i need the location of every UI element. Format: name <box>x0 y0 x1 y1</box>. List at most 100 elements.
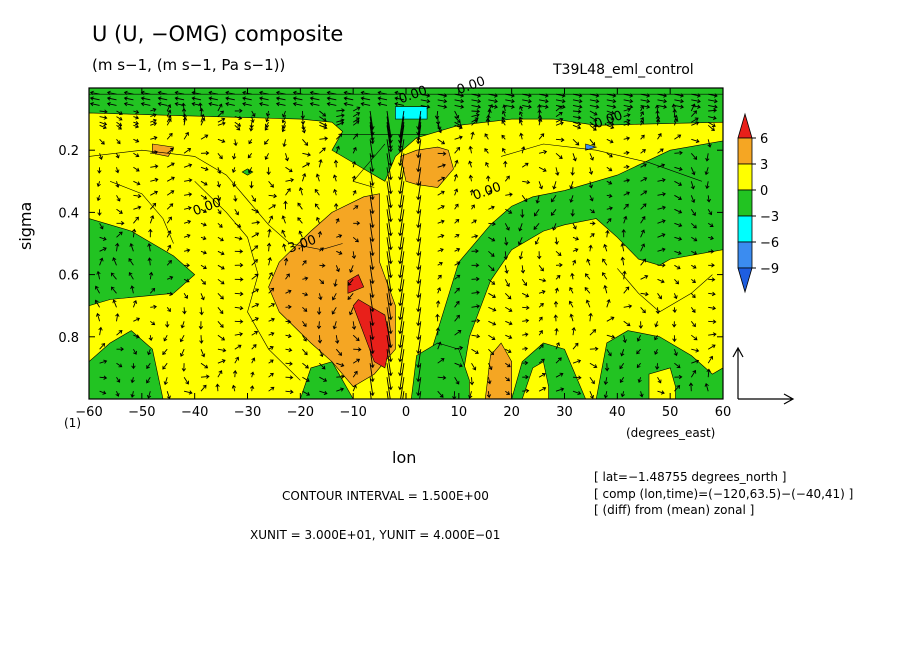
vector-arrow-184 <box>208 101 218 107</box>
vector-arrow-170 <box>200 236 207 241</box>
vector-arrow-811 <box>623 118 631 123</box>
vector-arrow-156 <box>191 90 202 96</box>
vector-arrow-477 <box>398 167 405 195</box>
vector-arrow-836 <box>640 111 644 117</box>
vector-arrow-631 <box>501 134 506 140</box>
vector-arrow-332 <box>302 321 307 328</box>
vector-arrow-787 <box>606 138 614 144</box>
vector-arrow-956 <box>708 319 717 324</box>
vector-arrow-90 <box>149 202 157 210</box>
vector-arrow-779 <box>589 391 594 399</box>
vector-arrow-697 <box>538 330 543 336</box>
vector-arrow-278 <box>268 287 275 294</box>
vector-arrow-194 <box>217 209 222 215</box>
colorbar-bottom-triangle <box>737 267 753 294</box>
vector-arrow-311 <box>285 389 294 394</box>
vector-arrow-868 <box>657 177 666 183</box>
vector-arrow-390 <box>343 90 354 96</box>
vector-arrow-54 <box>123 101 134 107</box>
vector-arrow-370 <box>336 121 345 126</box>
vector-arrow-360 <box>318 349 324 358</box>
vector-arrow-692 <box>538 265 544 272</box>
vector-arrow-454 <box>386 209 393 237</box>
vector-arrow-537 <box>437 274 442 280</box>
vector-arrow-169 <box>200 222 207 227</box>
contour-line-5 <box>617 268 713 313</box>
vector-arrow-536 <box>437 261 443 266</box>
vector-arrow-401 <box>352 190 357 196</box>
vector-arrow-325 <box>297 217 303 224</box>
vector-arrow-284 <box>268 372 274 378</box>
vector-arrow-344 <box>319 124 328 130</box>
vector-arrow-861 <box>655 104 660 112</box>
level-index: (1) <box>64 416 81 430</box>
colorbar: 6 3 0 −3 −6 −9 <box>737 112 779 294</box>
vector-arrow-911 <box>691 98 701 104</box>
vector-arrow-154 <box>183 376 189 385</box>
vector-arrow-674 <box>522 374 529 380</box>
vector-arrow-100 <box>147 349 152 356</box>
run-name: T39L48_eml_control <box>553 62 694 78</box>
vector-arrow-75 <box>131 363 136 370</box>
vector-arrow-279 <box>268 303 275 308</box>
x-tick-label-5: −10 <box>339 405 366 420</box>
vector-arrow-238 <box>250 116 255 124</box>
vector-arrow-254 <box>251 317 259 322</box>
vector-arrow-289 <box>281 110 287 118</box>
vector-arrow-548 <box>454 104 465 109</box>
vector-arrow-528 <box>437 151 447 156</box>
vector-arrow-200 <box>217 292 224 300</box>
vector-arrow-923 <box>690 222 697 229</box>
vector-arrow-774 <box>588 312 593 322</box>
vector-arrow-352 <box>317 230 323 238</box>
vector-arrow-772 <box>584 286 591 294</box>
vector-arrow-669 <box>522 305 530 310</box>
vector-arrow-214 <box>234 124 241 131</box>
vector-arrow-679 <box>537 104 542 112</box>
vector-arrow-606 <box>484 148 489 154</box>
vector-arrow-439 <box>369 363 375 383</box>
vector-arrow-377 <box>335 218 340 224</box>
vector-arrow-223 <box>234 249 244 254</box>
vector-arrow-258 <box>250 371 255 378</box>
vector-arrow-292 <box>281 125 286 133</box>
vector-arrow-798 <box>603 284 608 294</box>
vector-arrow-585 <box>471 219 477 224</box>
vector-arrow-127 <box>162 362 168 370</box>
vector-arrow-818 <box>623 203 629 210</box>
vector-arrow-783 <box>606 110 615 115</box>
x-tick-label-11: 50 <box>662 405 679 420</box>
info-lat: [ lat=−1.48755 degrees_north ] <box>594 470 787 484</box>
vector-arrow-478 <box>398 181 405 209</box>
vector-arrow-801 <box>606 334 616 339</box>
vector-arrow-137 <box>183 131 189 140</box>
vector-arrow-717 <box>555 250 562 257</box>
vector-arrow-232 <box>232 370 238 378</box>
vector-arrow-757 <box>589 110 598 116</box>
vector-arrow-909 <box>674 385 681 392</box>
vector-arrow-892 <box>674 150 683 156</box>
vector-arrow-13 <box>99 223 104 230</box>
vector-arrow-187 <box>217 117 226 123</box>
vector-arrow-552 <box>454 124 463 130</box>
vector-arrow-860 <box>657 104 668 109</box>
vector-arrow-481 <box>398 223 405 251</box>
vector-arrow-824 <box>623 286 630 294</box>
vector-arrow-18 <box>94 285 100 294</box>
vector-arrow-701 <box>538 386 547 392</box>
vector-arrow-362 <box>319 376 328 382</box>
vector-arrow-736 <box>572 153 577 162</box>
vector-arrow-398 <box>352 146 357 154</box>
vector-arrow-951 <box>708 249 715 254</box>
vector-arrow-862 <box>655 110 660 117</box>
vector-arrow-547 <box>454 98 465 104</box>
vector-arrow-842 <box>640 177 648 182</box>
vector-arrow-107 <box>166 104 172 112</box>
vector-arrow-723 <box>554 327 559 336</box>
vector-arrow-400 <box>351 175 357 182</box>
vector-arrow-618 <box>488 320 497 326</box>
vector-arrow-47 <box>116 329 123 336</box>
vector-arrow-638 <box>504 237 509 246</box>
vector-arrow-539 <box>435 300 441 308</box>
vector-arrow-820 <box>621 229 626 238</box>
